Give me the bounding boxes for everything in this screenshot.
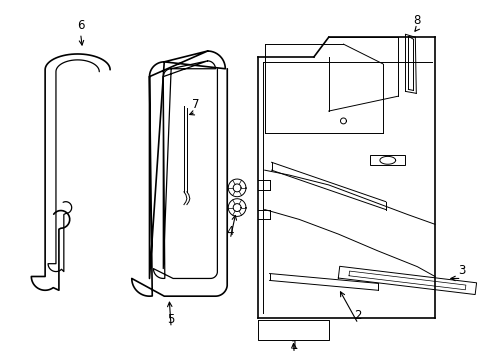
Text: 7: 7	[192, 98, 199, 111]
Text: 5: 5	[167, 313, 175, 326]
Text: 8: 8	[413, 14, 420, 27]
Text: 6: 6	[77, 19, 84, 32]
Text: 3: 3	[457, 264, 465, 277]
Bar	[369, 156, 405, 165]
Text: 1: 1	[290, 339, 297, 352]
Text: 2: 2	[354, 309, 361, 322]
Text: 4: 4	[226, 225, 233, 238]
